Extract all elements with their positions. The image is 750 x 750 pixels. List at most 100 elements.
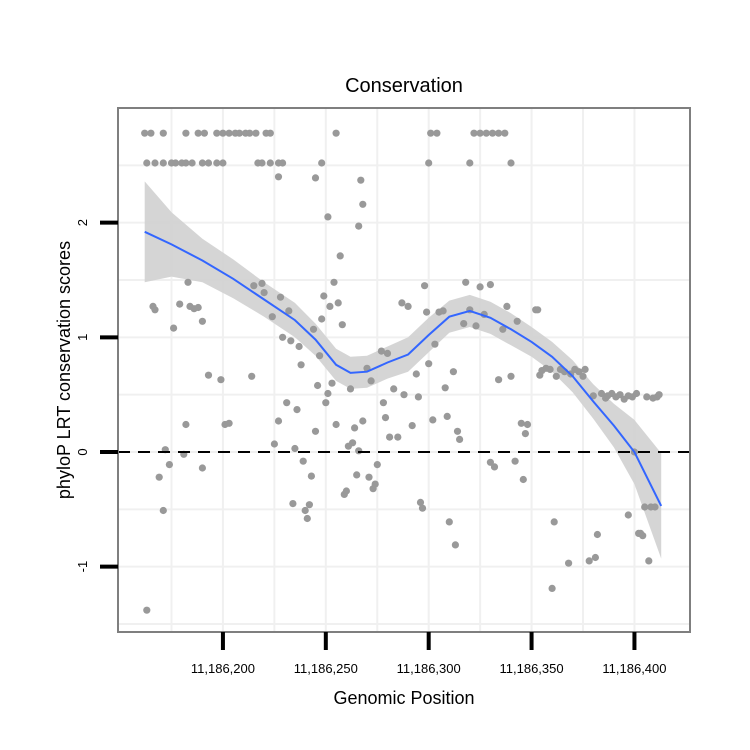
data-point [274, 417, 283, 425]
data-point [332, 420, 340, 429]
data-point [507, 372, 515, 380]
data-point [470, 129, 478, 137]
data-point [624, 511, 632, 519]
data-point [460, 320, 468, 328]
data-point [159, 159, 167, 167]
data-point [519, 475, 527, 484]
data-point [295, 342, 303, 351]
data-point [427, 129, 435, 137]
data-point [359, 417, 367, 425]
data-point [408, 422, 416, 430]
data-point [194, 303, 202, 312]
data-point [552, 372, 560, 380]
data-point [151, 306, 159, 314]
data-point [507, 159, 515, 167]
data-point [449, 368, 457, 376]
data-point [346, 385, 355, 393]
data-point [355, 222, 363, 230]
data-point [398, 299, 406, 307]
y-tick-label: 0 [75, 448, 90, 455]
y-tick-label: 2 [75, 219, 90, 226]
data-point [309, 325, 318, 333]
data-point [453, 427, 462, 435]
data-point [200, 129, 208, 137]
x-tick-label: 11,186,200 [191, 661, 255, 676]
data-point [456, 435, 464, 443]
data-point [534, 306, 542, 314]
data-point [386, 433, 394, 441]
data-point [616, 391, 624, 399]
data-point [472, 322, 480, 330]
data-point [412, 370, 420, 378]
data-point [322, 399, 330, 407]
data-point [371, 480, 379, 488]
data-point [517, 419, 525, 427]
data-point [575, 368, 583, 376]
data-point [486, 458, 494, 466]
data-point [328, 379, 336, 387]
data-point [357, 176, 365, 184]
data-point [143, 159, 151, 167]
data-point [451, 541, 459, 549]
data-point [293, 406, 301, 414]
data-point [318, 315, 326, 323]
y-axis: -1 0 1 2 [75, 219, 118, 572]
x-tick-label: 11,186,300 [397, 661, 461, 676]
data-point [198, 464, 206, 472]
data-point [476, 283, 484, 291]
data-point [311, 427, 320, 435]
data-point [326, 302, 334, 310]
data-point [421, 282, 429, 290]
data-point [225, 419, 233, 427]
data-point [182, 129, 190, 137]
data-point [353, 471, 361, 479]
data-point [466, 159, 474, 167]
data-point [441, 384, 449, 392]
data-point [367, 377, 375, 385]
data-point [318, 159, 326, 167]
data-point [297, 361, 305, 369]
data-point [289, 500, 297, 508]
data-point [589, 392, 597, 400]
data-point [141, 129, 149, 137]
data-point [591, 553, 600, 562]
data-point [523, 420, 532, 429]
data-point [276, 293, 285, 301]
data-point [159, 506, 167, 515]
data-point [548, 584, 556, 593]
plot-panel-border [117, 107, 691, 633]
data-point [225, 129, 233, 137]
data-point [431, 340, 439, 348]
data-point [194, 129, 202, 137]
data-point [338, 321, 346, 329]
data-point [301, 506, 309, 515]
data-point [305, 501, 313, 509]
data-point [235, 129, 243, 137]
data-point [373, 461, 381, 469]
data-point [334, 299, 342, 307]
data-point [268, 313, 276, 321]
data-point [365, 473, 373, 481]
data-point [565, 559, 573, 567]
data-point [651, 503, 659, 511]
x-axis: 11,186,200 11,186,250 11,186,300 11,186,350… [191, 632, 667, 676]
data-point [279, 333, 287, 341]
data-point [381, 414, 390, 422]
data-point [495, 129, 503, 137]
data-point [521, 430, 530, 438]
data-point [425, 159, 433, 167]
y-tick-label: -1 [75, 561, 90, 573]
data-point [270, 440, 278, 448]
x-tick-label: 11,186,350 [500, 661, 564, 676]
data-point [488, 129, 497, 137]
data-point [198, 317, 206, 325]
data-point [404, 302, 412, 310]
data-point [316, 352, 324, 360]
data-point [546, 365, 554, 373]
data-point [394, 433, 402, 441]
data-point [330, 278, 338, 286]
data-point [324, 389, 332, 398]
loess-smooth-line [144, 230, 663, 507]
data-point [258, 159, 266, 167]
